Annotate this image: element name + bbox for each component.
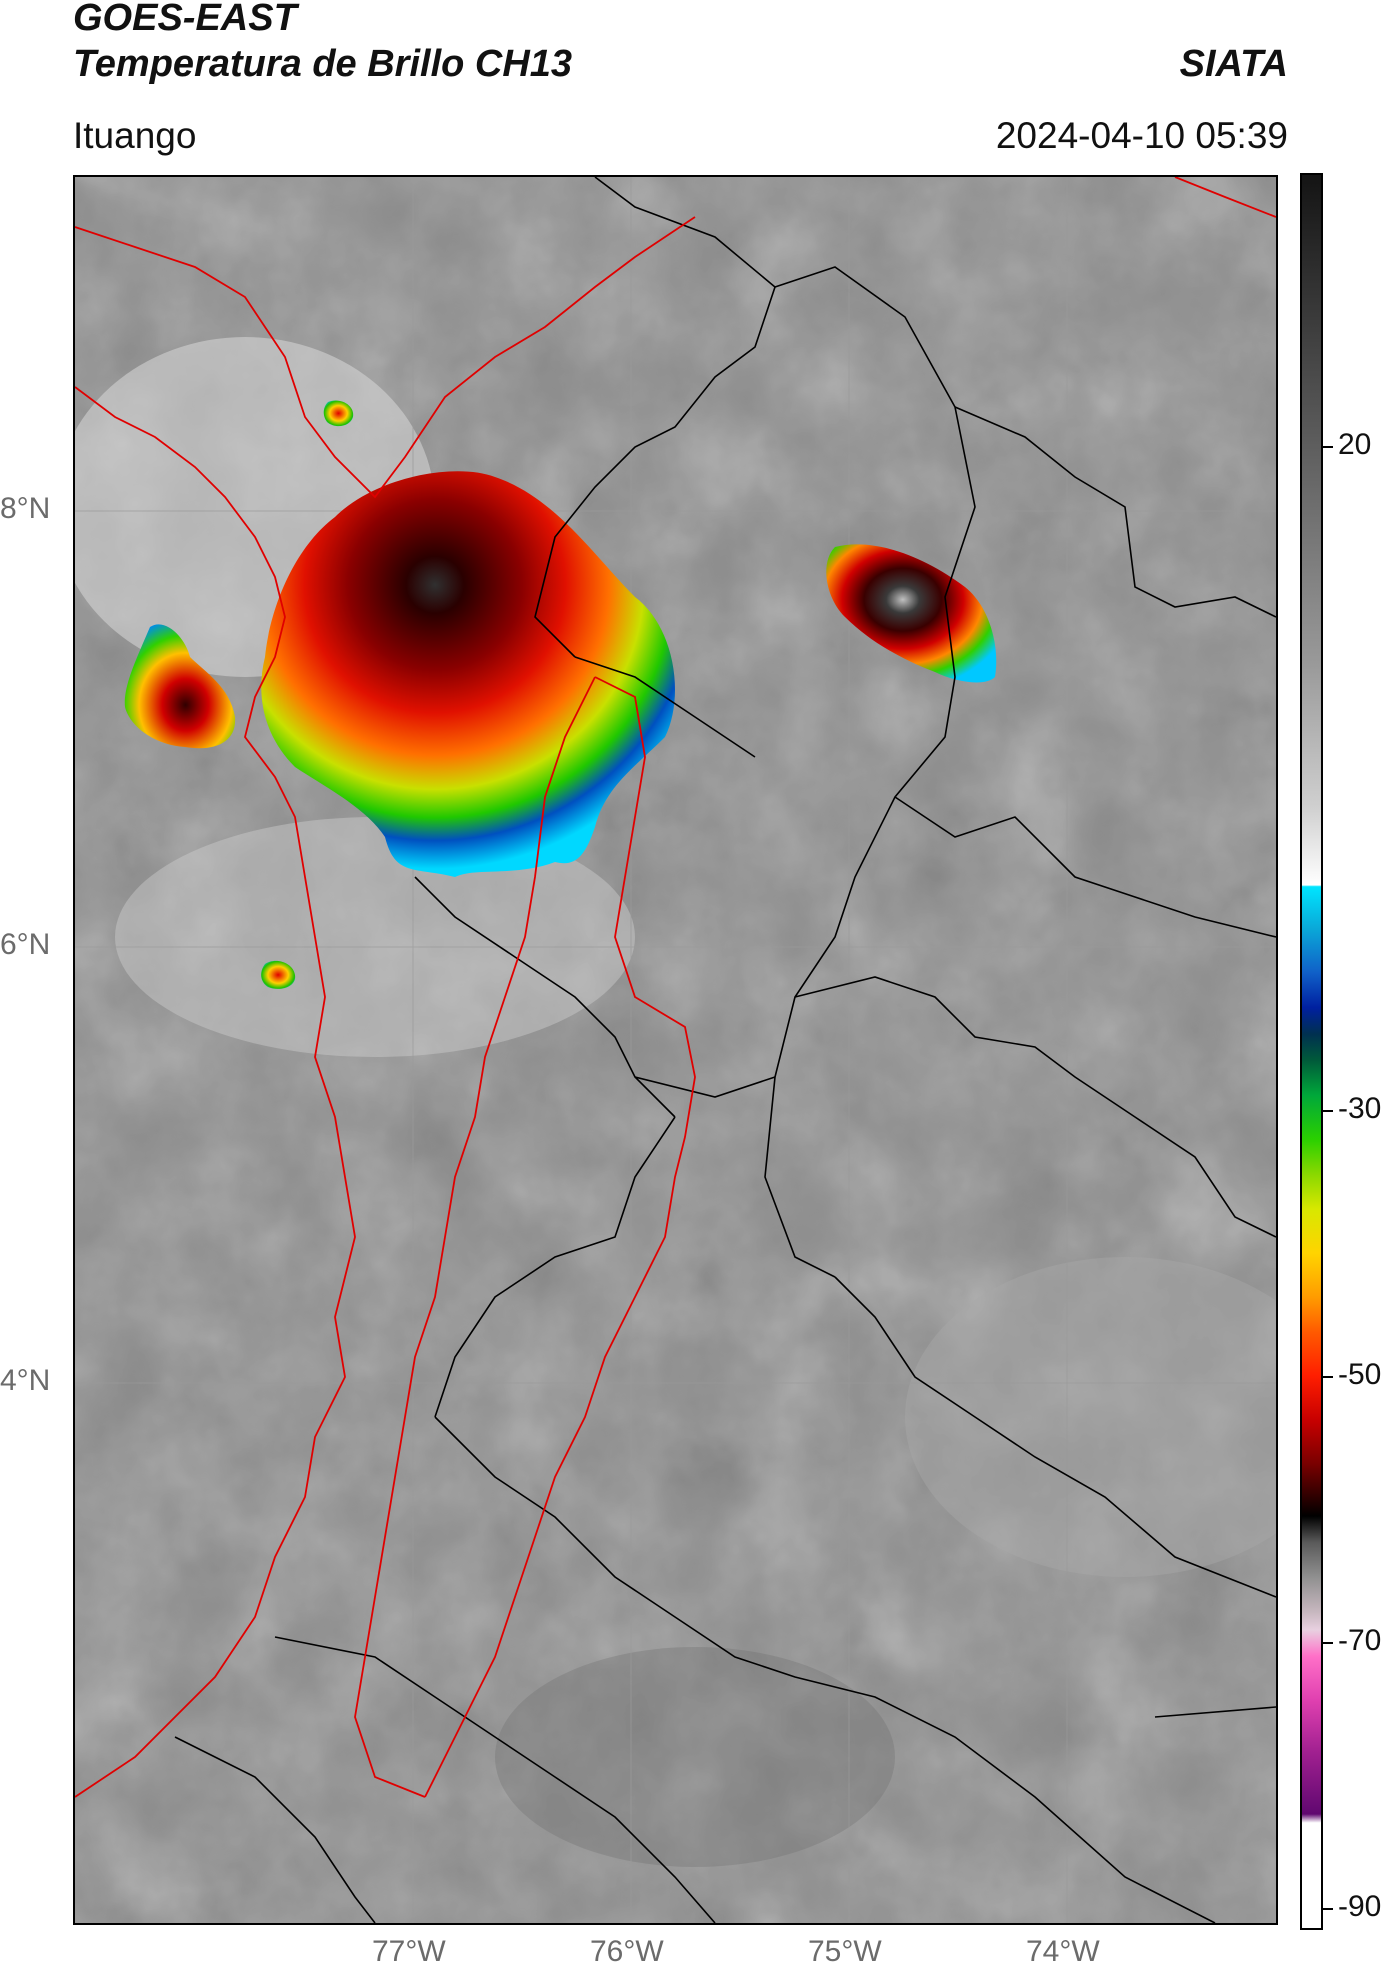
colorbar-label-minus70: -70 (1338, 1624, 1382, 1657)
lon-tick-74w: 74°W (1026, 1935, 1100, 1968)
colorbar-label-minus90: -90 (1338, 1890, 1382, 1923)
colorbar-tick (1323, 1376, 1333, 1378)
colorbar-label-minus50: -50 (1338, 1358, 1382, 1391)
colorbar-label-20: 20 (1338, 428, 1372, 461)
cloud-field (905, 1257, 1276, 1577)
cloud-field (495, 1647, 895, 1867)
lon-tick-77w: 77°W (372, 1935, 446, 1968)
lat-tick-6n: 6°N (0, 928, 51, 961)
storm-cell-main (261, 471, 675, 877)
colorbar-tick (1323, 1642, 1333, 1644)
lat-tick-4n: 4°N (0, 1364, 51, 1397)
agency-title: SIATA (1179, 43, 1288, 85)
datetime-label: 2024-04-10 05:39 (995, 115, 1288, 156)
basin-boundaries (75, 177, 1276, 1798)
department-boundaries (174, 177, 1276, 1923)
storm-cell-west (124, 624, 236, 749)
storm-cell-small-north (323, 400, 354, 427)
product-title: Temperatura de Brillo CH13 (73, 43, 573, 85)
colorbar-tick (1323, 446, 1333, 448)
storm-cell-small-south (261, 960, 296, 989)
map-canvas (75, 177, 1276, 1923)
graticule (75, 177, 1276, 1923)
colorbar-tick (1323, 1110, 1333, 1112)
location-label: Ituango (73, 115, 197, 156)
satellite-title: GOES-EAST (73, 0, 297, 39)
temperature-colorbar (1300, 173, 1323, 1930)
lat-tick-8n: 8°N (0, 492, 51, 525)
satellite-map (73, 175, 1278, 1925)
storm-cell-east (826, 544, 997, 683)
colorbar-label-minus30: -30 (1338, 1092, 1382, 1125)
lon-tick-75w: 75°W (808, 1935, 882, 1968)
lon-tick-76w: 76°W (590, 1935, 664, 1968)
colorbar-tick (1323, 1908, 1333, 1910)
